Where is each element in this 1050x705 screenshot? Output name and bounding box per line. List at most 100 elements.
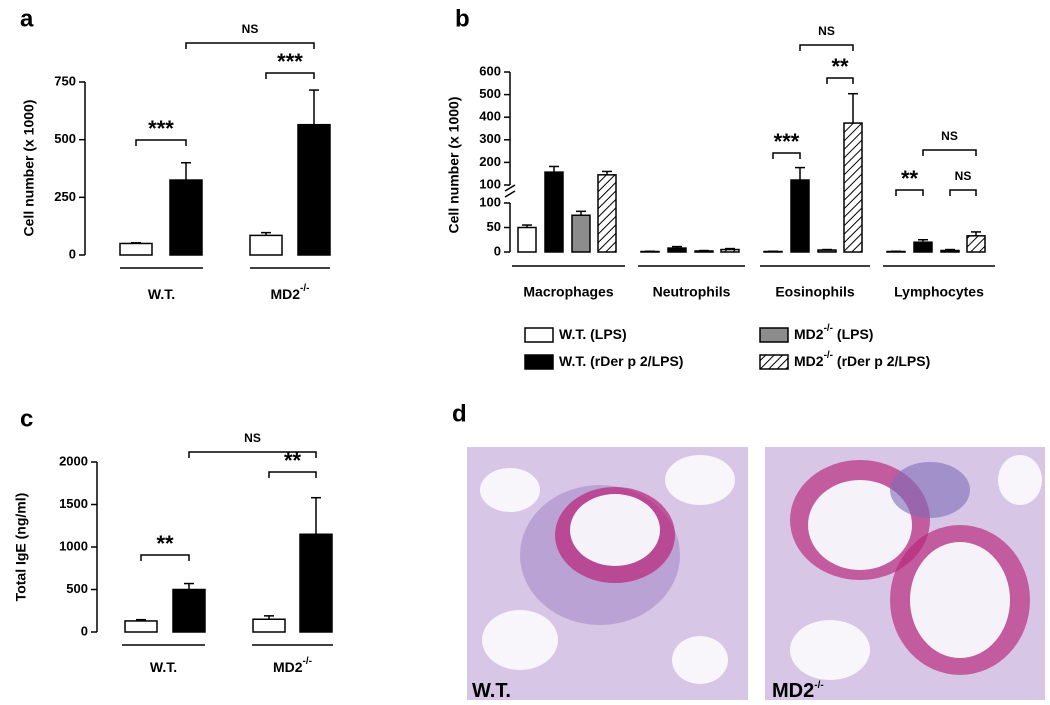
significance-label: NS <box>955 169 972 183</box>
legend-swatch <box>759 354 789 370</box>
y-tick-label: 0 <box>494 243 501 258</box>
significance-label: *** <box>148 116 174 141</box>
legend-swatch <box>759 327 789 343</box>
x-tick-label-text: W.T. <box>148 286 175 302</box>
significance-label: NS <box>941 129 958 143</box>
significance-label: NS <box>818 24 835 38</box>
image-caption-sup: -/- <box>814 680 823 691</box>
x-tick-label-text: MD2 <box>273 659 303 675</box>
y-tick-label: 250 <box>54 189 76 204</box>
bar <box>252 618 286 633</box>
x-tick-label: W.T. <box>150 659 177 675</box>
significance-bracket <box>135 139 187 146</box>
y-tick-label: 0 <box>81 623 88 638</box>
legend-swatch <box>524 327 554 343</box>
panel-label: a <box>20 5 34 32</box>
bar <box>517 226 537 253</box>
y-tick-label: 500 <box>479 86 501 101</box>
significance-bracket <box>268 471 317 478</box>
significance-bracket <box>185 42 315 49</box>
image-caption: MD2-/- <box>772 680 824 703</box>
x-tick-label: Eosinophils <box>775 284 855 300</box>
significance-label: *** <box>277 49 303 74</box>
bar <box>597 174 617 253</box>
bar <box>843 122 863 253</box>
y-tick-label: 200 <box>479 154 501 169</box>
image-caption-text: MD2 <box>772 680 814 702</box>
bar <box>817 249 837 253</box>
axis-break <box>504 184 516 198</box>
bar <box>544 171 564 253</box>
bar <box>966 235 986 253</box>
significance-label: ** <box>284 448 302 473</box>
bar <box>119 242 153 256</box>
significance-label: ** <box>901 166 919 191</box>
y-tick-label: 100 <box>479 176 501 191</box>
x-tick-label-text: MD2 <box>270 286 300 302</box>
legend-label-text: MD2 <box>794 353 824 369</box>
significance-bracket <box>949 189 977 196</box>
legend-label: MD2-/- (rDer p 2/LPS) <box>794 350 930 369</box>
legend-label-sup: -/- <box>824 323 833 334</box>
significance-bracket <box>895 189 924 196</box>
bar <box>720 248 740 253</box>
legend-label-sup: -/- <box>824 350 833 361</box>
y-tick-label: 500 <box>66 581 88 596</box>
bar <box>249 234 283 256</box>
bar <box>124 620 158 633</box>
significance-label: NS <box>244 431 261 445</box>
x-tick-label-sup: -/- <box>303 656 312 667</box>
x-tick-label: MD2-/- <box>273 656 312 675</box>
y-tick-label: 1500 <box>59 496 88 511</box>
bar <box>694 250 714 253</box>
y-tick-label: 1000 <box>59 538 88 553</box>
significance-label: NS <box>242 22 259 36</box>
y-tick-label: 600 <box>479 63 501 78</box>
bar <box>913 241 933 253</box>
significance-bracket <box>799 44 854 51</box>
legend-label: W.T. (rDer p 2/LPS) <box>559 353 683 369</box>
x-tick-label: Neutrophils <box>653 284 731 300</box>
significance-label: ** <box>831 54 849 79</box>
significance-label: *** <box>774 129 800 154</box>
y-axis-title: Cell number (x 1000) <box>21 100 37 237</box>
y-tick-label: 50 <box>487 219 501 234</box>
y-axis-title: Cell number (x 1000) <box>446 97 462 234</box>
x-tick-label-sup: -/- <box>300 283 309 294</box>
significance-bracket <box>922 149 977 156</box>
panel-label: d <box>452 400 467 427</box>
y-tick-label: 750 <box>54 73 76 88</box>
legend-label: W.T. (LPS) <box>559 326 627 342</box>
significance-bracket <box>188 451 317 458</box>
y-tick-label: 100 <box>479 194 501 209</box>
significance-bracket <box>140 554 190 561</box>
legend-label: MD2-/- (LPS) <box>794 323 873 342</box>
legend-label-after: (rDer p 2/LPS) <box>833 353 930 369</box>
x-tick-label-text: W.T. <box>150 659 177 675</box>
panel-label: b <box>455 5 470 32</box>
significance-label: ** <box>156 531 174 556</box>
histology-images <box>467 447 1045 700</box>
bar <box>667 247 687 253</box>
y-tick-label: 300 <box>479 131 501 146</box>
bar <box>169 179 203 256</box>
x-tick-label: W.T. <box>148 286 175 302</box>
legend-label-after: (LPS) <box>833 326 873 342</box>
legend-label-text: MD2 <box>794 326 824 342</box>
y-axis-title: Total IgE (ng/ml) <box>13 493 29 602</box>
x-tick-label: Lymphocytes <box>894 284 984 300</box>
y-tick-label: 0 <box>69 246 76 261</box>
image-caption-text: W.T. <box>472 680 511 702</box>
x-tick-label: MD2-/- <box>270 283 309 302</box>
bar <box>790 179 810 253</box>
legend-label-text: W.T. (LPS) <box>559 326 627 342</box>
significance-bracket <box>772 152 801 159</box>
bar <box>940 249 960 253</box>
legend-label-text: W.T. (rDer p 2/LPS) <box>559 353 683 369</box>
significance-bracket <box>265 72 315 79</box>
bar <box>297 123 331 256</box>
bar <box>172 588 206 633</box>
bar <box>571 214 591 253</box>
x-tick-label: Macrophages <box>523 284 613 300</box>
